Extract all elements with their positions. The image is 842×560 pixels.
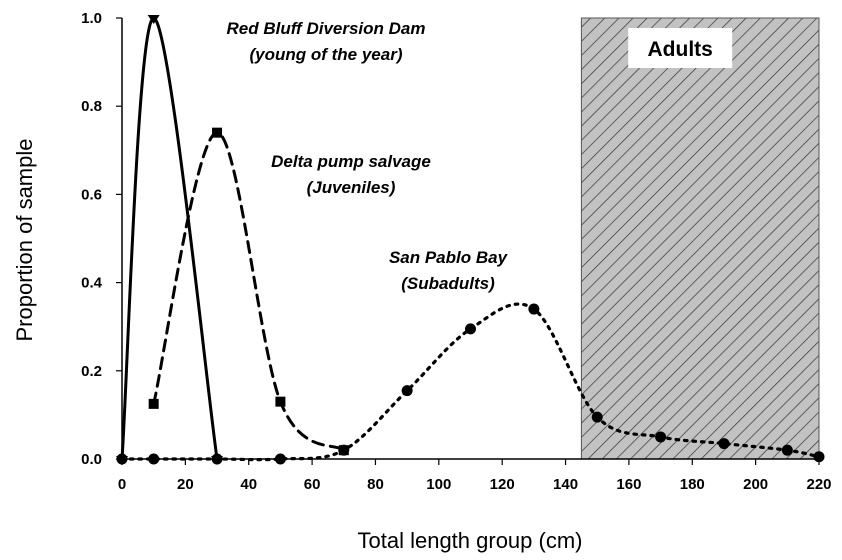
y-tick-label: 0.8	[81, 98, 102, 115]
data-point-delta	[212, 127, 223, 138]
adults-label-box	[628, 28, 733, 68]
axes: 0 20 40 60 80 100 120 140 160 180 200 220 0.0 0.2 0.4 0…	[81, 10, 831, 493]
adults-label: Adults	[648, 38, 713, 61]
series-layer	[116, 15, 825, 465]
data-point-san-pablo	[211, 453, 223, 465]
series-line-red-bluff	[120, 16, 219, 461]
x-tick-label: 180	[680, 476, 705, 493]
adults-shaded-region: Adults	[580, 17, 820, 460]
x-tick-label: 80	[367, 476, 384, 493]
y-tick-label: 0.0	[81, 451, 102, 468]
annotation-delta-line: (Juveniles)	[307, 178, 396, 197]
data-point-san-pablo	[465, 323, 476, 335]
data-point-san-pablo	[655, 431, 667, 443]
x-tick-label: 220	[806, 476, 831, 493]
series-delta	[148, 127, 349, 456]
data-point-san-pablo	[718, 438, 730, 450]
data-point-delta	[275, 396, 286, 407]
data-point-san-pablo	[338, 444, 350, 456]
data-point-red-bluff	[147, 15, 160, 24]
x-tick-label: 60	[304, 476, 321, 493]
data-point-san-pablo	[813, 451, 825, 463]
data-point-san-pablo	[781, 444, 793, 456]
annotation-red-bluff-line: (young of the year)	[249, 45, 402, 64]
x-tick-label: 120	[490, 476, 515, 493]
series-red-bluff	[116, 15, 224, 465]
x-tick-label: 0	[118, 476, 126, 493]
annotation-san-pablo-line: San Pablo Bay	[389, 248, 509, 267]
annotations-layer: Red Bluff Diversion Dam (young of the yea…	[226, 19, 508, 293]
data-point-san-pablo	[116, 453, 128, 465]
y-tick-label: 0.2	[81, 363, 102, 380]
x-tick-label: 140	[553, 476, 578, 493]
x-tick-label: 200	[743, 476, 768, 493]
data-point-san-pablo	[591, 411, 603, 423]
data-point-delta	[148, 398, 159, 409]
adults-hatched-area	[580, 17, 820, 460]
x-tick-label: 160	[616, 476, 641, 493]
y-tick-label: 0.4	[81, 275, 103, 292]
data-point-san-pablo	[401, 385, 413, 397]
y-axis-title: Proportion of sample	[12, 139, 37, 342]
annotation-red-bluff-line: Red Bluff Diversion Dam	[226, 19, 425, 38]
y-tick-label: 1.0	[81, 10, 102, 27]
data-point-san-pablo	[148, 453, 160, 465]
series-san-pablo	[116, 302, 825, 465]
y-tick-label: 0.6	[81, 186, 102, 203]
data-point-san-pablo	[274, 453, 286, 465]
annotation-san-pablo-line: (Subadults)	[401, 274, 495, 293]
series-line-delta	[152, 131, 346, 452]
x-tick-label: 40	[240, 476, 257, 493]
annotation-delta-line: Delta pump salvage	[271, 152, 431, 171]
x-tick-label: 20	[177, 476, 194, 493]
x-tick-label: 100	[426, 476, 451, 493]
x-axis-title: Total length group (cm)	[358, 528, 583, 553]
data-point-san-pablo	[528, 303, 540, 315]
